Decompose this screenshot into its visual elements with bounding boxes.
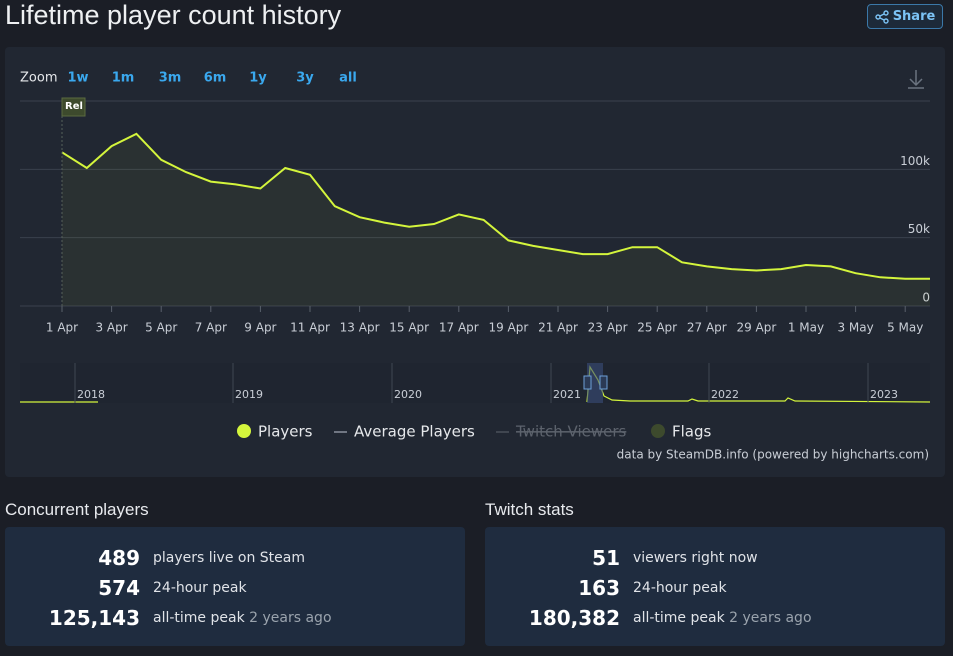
stat-value: 51 [592,546,620,570]
stat-label: 24-hour peak [153,580,247,596]
credit: data by SteamDB.info (powered by highcha… [617,448,929,462]
stat-label: viewers right now [633,550,758,566]
zoom-button[interactable]: 3m [159,71,182,86]
navigator-handle[interactable] [599,375,608,390]
legend-entry[interactable]: Average Players [354,423,475,441]
navigator-selection[interactable] [587,363,603,403]
y-tick-label: 100k [900,154,930,168]
legend-symbol [651,424,665,438]
stat-text: all-time peak [153,610,245,626]
stat-row: 163 24-hour peak [485,576,945,600]
x-tick-label: 25 Apr [637,321,677,335]
stats-panel: 51 viewers right now 163 24-hour peak 180,38… [485,527,945,646]
section-title: Concurrent players [5,500,149,519]
x-tick-label: 5 Apr [145,321,177,335]
stat-row: 125,143 all-time peak 2 years ago [5,606,465,630]
download-icon[interactable] [908,70,924,89]
line-series [61,132,930,280]
area [62,133,930,306]
zoom-button[interactable]: 1m [112,71,135,86]
navigator-label: 2019 [235,388,263,401]
x-tick-label: 19 Apr [488,321,528,335]
navigator-label: 2021 [553,388,581,401]
stat-row: 51 viewers right now [485,546,945,570]
x-tick-label: 27 Apr [687,321,727,335]
chart: Zoom 1w 1m 3m 6m 1y 3y all 0 50k 100k 1 Apr 3 Apr 5 … [20,70,930,462]
x-tick-label: 23 Apr [588,321,628,335]
share-label: Share [892,9,936,24]
flag-box [61,97,86,117]
stat-value: 125,143 [48,606,140,630]
legend-entry[interactable]: Flags [672,423,712,441]
navigator-label: 2023 [870,388,898,401]
navigator-label: 2020 [394,388,422,401]
stat-text: 24-hour peak [153,580,247,596]
stat-note: 2 years ago [249,610,332,626]
stat-text: 24-hour peak [633,580,727,596]
stat-label: players live on Steam [153,550,305,566]
zoom-button[interactable]: 6m [204,71,227,86]
zoom-label: Zoom [20,71,57,86]
x-tick-label: 21 Apr [538,321,578,335]
navigator-bg [20,363,930,403]
y-tick-label: 0 [922,291,930,305]
stat-value: 180,382 [528,606,620,630]
section-title: Twitch stats [485,500,574,519]
navigator-handle[interactable] [583,375,592,390]
stat-label: all-time peak 2 years ago [153,610,332,626]
legend-entry[interactable]: Twitch Viewers [515,423,627,441]
zoom-button[interactable]: 3y [296,71,314,86]
x-tick-label: 29 Apr [736,321,776,335]
legend-symbol [237,424,251,438]
stat-note: 2 years ago [729,610,812,626]
navigator-label: 2018 [77,388,105,401]
zoom-button[interactable]: 1y [249,71,267,86]
stat-row: 489 players live on Steam [5,546,465,570]
stat-value: 574 [98,576,140,600]
stat-text: all-time peak [633,610,725,626]
x-tick-label: 5 May [887,321,923,335]
stat-text: players live on Steam [153,550,305,566]
x-tick-label: 13 Apr [340,321,380,335]
navigator-label: 2022 [711,388,739,401]
stats-panel: 489 players live on Steam 574 24-hour peak 1… [5,527,465,646]
x-tick-label: 9 Apr [244,321,276,335]
x-tick-label: 15 Apr [389,321,429,335]
stat-text: viewers right now [633,550,758,566]
y-tick-label: 50k [908,222,930,236]
stat-row: 574 24-hour peak [5,576,465,600]
flag-label: Rel [65,101,83,112]
stat-value: 163 [578,576,620,600]
share-button[interactable]: Share [867,4,943,29]
x-tick-label: 7 Apr [195,321,227,335]
x-tick-label: 11 Apr [290,321,330,335]
x-tick-label: 1 May [788,321,824,335]
zoom-button[interactable]: 1w [67,71,88,86]
stat-value: 489 [98,546,140,570]
zoom-button[interactable]: all [339,71,357,86]
stat-row: 180,382 all-time peak 2 years ago [485,606,945,630]
chart-panel [5,47,945,477]
stat-label: all-time peak 2 years ago [633,610,812,626]
x-tick-label: 17 Apr [439,321,479,335]
legend-entry[interactable]: Players [258,423,313,441]
share-icon [874,9,889,24]
x-tick-label: 3 Apr [95,321,127,335]
stat-label: 24-hour peak [633,580,727,596]
page-title: Lifetime player count history [5,0,342,30]
x-tick-label: 3 May [837,321,873,335]
x-tick-label: 1 Apr [46,321,78,335]
